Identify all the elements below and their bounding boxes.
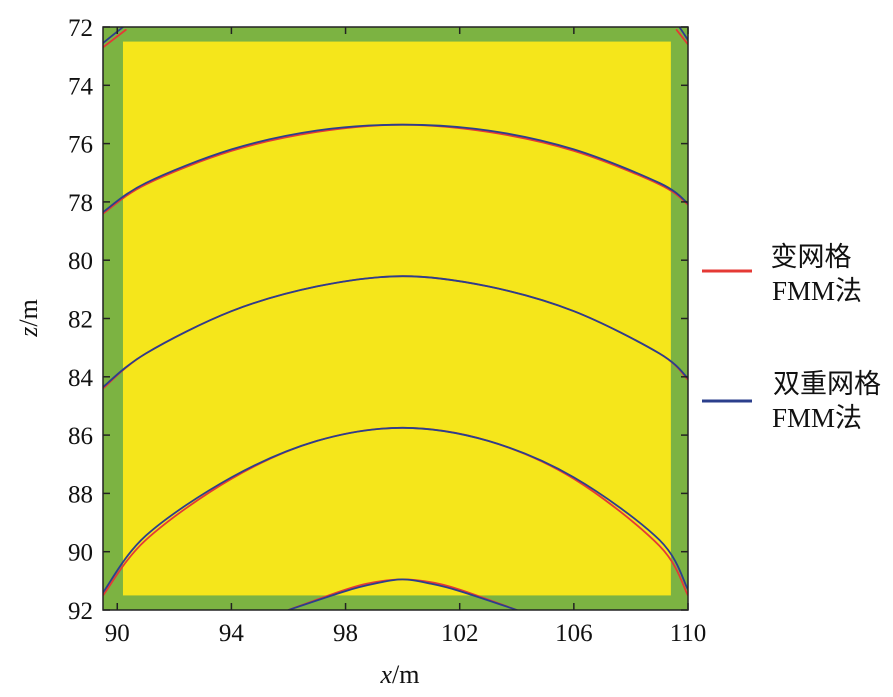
x-axis-title: x/m [380, 660, 420, 689]
y-tick-label-0: 72 [68, 15, 93, 42]
series-0-curve-4 [103, 29, 127, 49]
legend-label-dual-grid-line1: 双重网格 [773, 369, 881, 399]
y-axis-title: z/m [14, 299, 43, 338]
x-tick-label-1: 94 [219, 620, 245, 647]
x-axis-ticks: 90 94 98 102 106 110 [105, 27, 707, 647]
y-tick-label-1: 74 [68, 73, 94, 100]
legend-label-variable-grid-line1: 变网格 [771, 242, 852, 272]
x-tick-label-2: 98 [333, 620, 358, 647]
x-tick-label-3: 102 [441, 620, 479, 647]
y-tick-label-5: 82 [68, 307, 93, 334]
y-tick-label-7: 86 [68, 423, 93, 450]
y-tick-label-3: 78 [68, 190, 93, 217]
wavefront-curves [103, 27, 688, 610]
x-tick-label-0: 90 [105, 620, 130, 647]
series-1-curve-1 [103, 275, 688, 388]
x-tick-label-4: 106 [555, 620, 593, 647]
y-tick-label-4: 80 [68, 248, 93, 275]
y-tick-label-6: 84 [68, 365, 94, 392]
y-tick-label-10: 92 [68, 598, 93, 625]
legend-label-dual-grid-line2: FMM法 [772, 403, 862, 433]
y-axis-ticks: 72 74 76 78 80 82 84 86 88 90 92 [68, 15, 688, 625]
y-tick-label-2: 76 [68, 132, 93, 159]
series-1-curve-0 [103, 123, 688, 213]
series-1-curve-4 [103, 27, 124, 44]
plot-background [103, 27, 688, 610]
series-1-curve-3 [287, 578, 518, 610]
series-1-curve-2 [103, 426, 688, 594]
legend-label-variable-grid-line2: FMM法 [772, 276, 862, 306]
y-tick-label-8: 88 [68, 481, 93, 508]
legend: 变网格 FMM法 双重网格 FMM法 [702, 242, 881, 433]
x-tick-label-5: 110 [670, 620, 707, 647]
y-tick-label-9: 90 [68, 540, 93, 567]
